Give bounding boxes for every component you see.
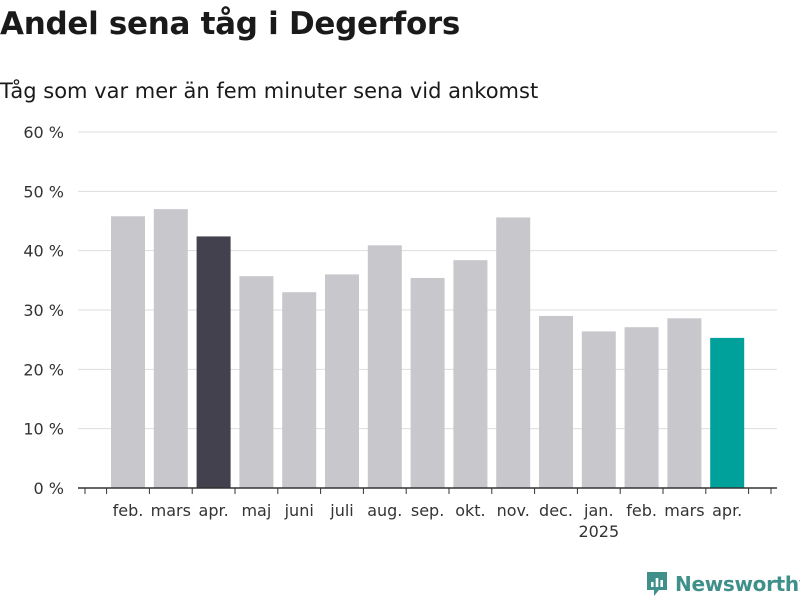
brand-name: Newsworthy bbox=[675, 572, 800, 596]
x-tick-label: mars bbox=[151, 501, 191, 520]
bar bbox=[667, 318, 702, 488]
x-tick-label: mars bbox=[664, 501, 704, 520]
y-tick-label: 10 % bbox=[23, 420, 64, 439]
x-tick-label: juni bbox=[284, 501, 314, 520]
chart-title: Andel sena tåg i Degerfors bbox=[0, 6, 461, 42]
y-tick-label: 60 % bbox=[23, 123, 64, 142]
bar bbox=[624, 327, 659, 488]
x-tick-label: apr. bbox=[199, 501, 229, 520]
brand-logo: Newsworthy bbox=[645, 570, 800, 598]
y-tick-label: 0 % bbox=[34, 479, 64, 498]
bar bbox=[367, 245, 402, 488]
y-tick-label: 40 % bbox=[23, 242, 64, 261]
bar bbox=[153, 209, 188, 488]
y-tick-label: 30 % bbox=[23, 301, 64, 320]
x-tick-label: dec. bbox=[539, 501, 573, 520]
chart-subtitle: Tåg som var mer än fem minuter sena vid … bbox=[0, 79, 539, 103]
bar bbox=[710, 337, 745, 488]
bar bbox=[539, 315, 573, 488]
bar bbox=[496, 217, 531, 488]
x-tick-label: feb. bbox=[113, 501, 144, 520]
bar bbox=[196, 236, 231, 488]
x-year-label: 2025 bbox=[578, 522, 619, 541]
x-tick-label: jan. bbox=[583, 501, 613, 520]
x-tick-label: apr. bbox=[712, 501, 742, 520]
x-tick-label: aug. bbox=[367, 501, 402, 520]
bar bbox=[410, 277, 445, 488]
bar bbox=[282, 292, 317, 488]
x-tick-label: feb. bbox=[626, 501, 657, 520]
x-tick-label: nov. bbox=[497, 501, 530, 520]
bar bbox=[453, 260, 488, 488]
newsworthy-logo-icon bbox=[647, 572, 667, 596]
x-tick-label: okt. bbox=[455, 501, 485, 520]
y-tick-label: 20 % bbox=[23, 360, 64, 379]
bar bbox=[581, 331, 616, 488]
bar bbox=[325, 274, 359, 488]
x-tick-label: maj bbox=[241, 501, 271, 520]
bar bbox=[239, 276, 274, 488]
x-tick-label: sep. bbox=[411, 501, 444, 520]
bar bbox=[111, 216, 145, 488]
y-tick-label: 50 % bbox=[23, 182, 64, 201]
x-tick-label: juli bbox=[329, 501, 353, 520]
